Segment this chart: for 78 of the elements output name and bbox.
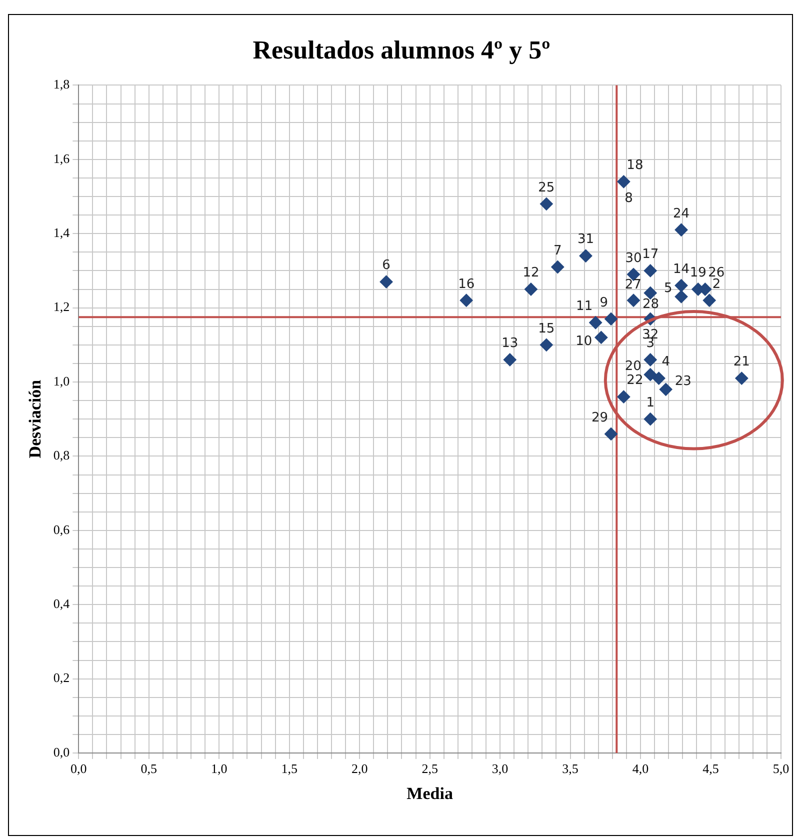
x-tick-label: 4,0 (632, 761, 649, 776)
x-tick-label: 1,0 (210, 761, 228, 776)
point (594, 330, 608, 344)
annotation: 23 (674, 374, 692, 389)
annotation: 9 (600, 295, 608, 310)
point (702, 294, 716, 307)
point (674, 223, 688, 236)
annotation: 20 (624, 358, 642, 374)
point (589, 316, 602, 330)
x-tick-label: 2,5 (422, 761, 438, 776)
y-tick-label: 0,8 (53, 448, 70, 463)
annotation: 17 (642, 247, 659, 262)
annotation: 24 (672, 206, 690, 222)
x-tick-label: 2,0 (351, 761, 368, 776)
annotation: 30 (625, 250, 642, 266)
point (644, 264, 657, 278)
x-tick-label: 4,5 (702, 761, 719, 776)
y-tick-label: 1,6 (53, 150, 70, 166)
annotation: 28 (642, 296, 660, 312)
point (627, 294, 640, 307)
point (674, 279, 688, 292)
x-tick-label: 3,5 (562, 761, 578, 776)
y-tick-label: 1,2 (53, 299, 70, 314)
annotation: 14 (672, 262, 690, 277)
point (380, 275, 393, 288)
y-tick-label: 1,4 (53, 225, 70, 240)
x-tick-label: 3,0 (492, 761, 508, 776)
y-axis-title: Desviación (26, 379, 45, 458)
y-tick-label: 0,0 (53, 744, 70, 760)
point (652, 372, 666, 385)
y-tick-label: 0,4 (53, 596, 70, 612)
annotation: 7 (554, 243, 562, 258)
point (644, 412, 657, 426)
y-tick-label: 1,8 (53, 76, 70, 92)
annotation: 4 (662, 354, 670, 370)
point (604, 427, 618, 440)
point (659, 382, 672, 396)
annotation: 29 (591, 410, 608, 426)
annotation: 6 (382, 258, 390, 274)
annotation: 22 (626, 373, 644, 388)
point (617, 390, 630, 404)
y-tick-label: 1,0 (53, 373, 70, 388)
point (524, 282, 538, 296)
annotation: 11 (576, 299, 593, 314)
point (579, 249, 592, 262)
point (644, 353, 657, 366)
annotation: 10 (576, 334, 592, 349)
point (460, 294, 473, 307)
point (604, 312, 618, 326)
point (644, 368, 657, 382)
annotation: 25 (538, 180, 555, 196)
point (551, 260, 564, 274)
annotation: 16 (458, 276, 475, 292)
x-tick-label: 5,0 (772, 761, 790, 776)
annotation: 8 (624, 191, 633, 206)
chart-title: Resultados alumnos 4º y 5º (252, 35, 550, 64)
annotation: 15 (538, 321, 555, 336)
point (617, 175, 630, 188)
x-tick-label: 0,0 (70, 761, 87, 776)
annotation: 13 (502, 336, 518, 352)
x-tick-label: 0,5 (140, 761, 158, 776)
y-tick-label: 0,2 (53, 670, 70, 686)
point (503, 353, 516, 366)
annotation: 1 (646, 395, 655, 410)
x-axis-title: Media (406, 784, 454, 804)
y-tick-label: 0,6 (53, 522, 70, 537)
point (540, 338, 553, 352)
annotation: 12 (522, 266, 540, 281)
annotation: 18 (626, 158, 644, 174)
point (674, 290, 688, 304)
point (735, 372, 748, 385)
annotation: 27 (624, 277, 642, 292)
annotation: 19 (690, 266, 706, 281)
annotation: 31 (577, 232, 594, 248)
annotation: 5 (664, 281, 672, 296)
point (540, 197, 553, 210)
annotation: 21 (733, 354, 750, 370)
x-tick-label: 1,5 (281, 761, 298, 776)
